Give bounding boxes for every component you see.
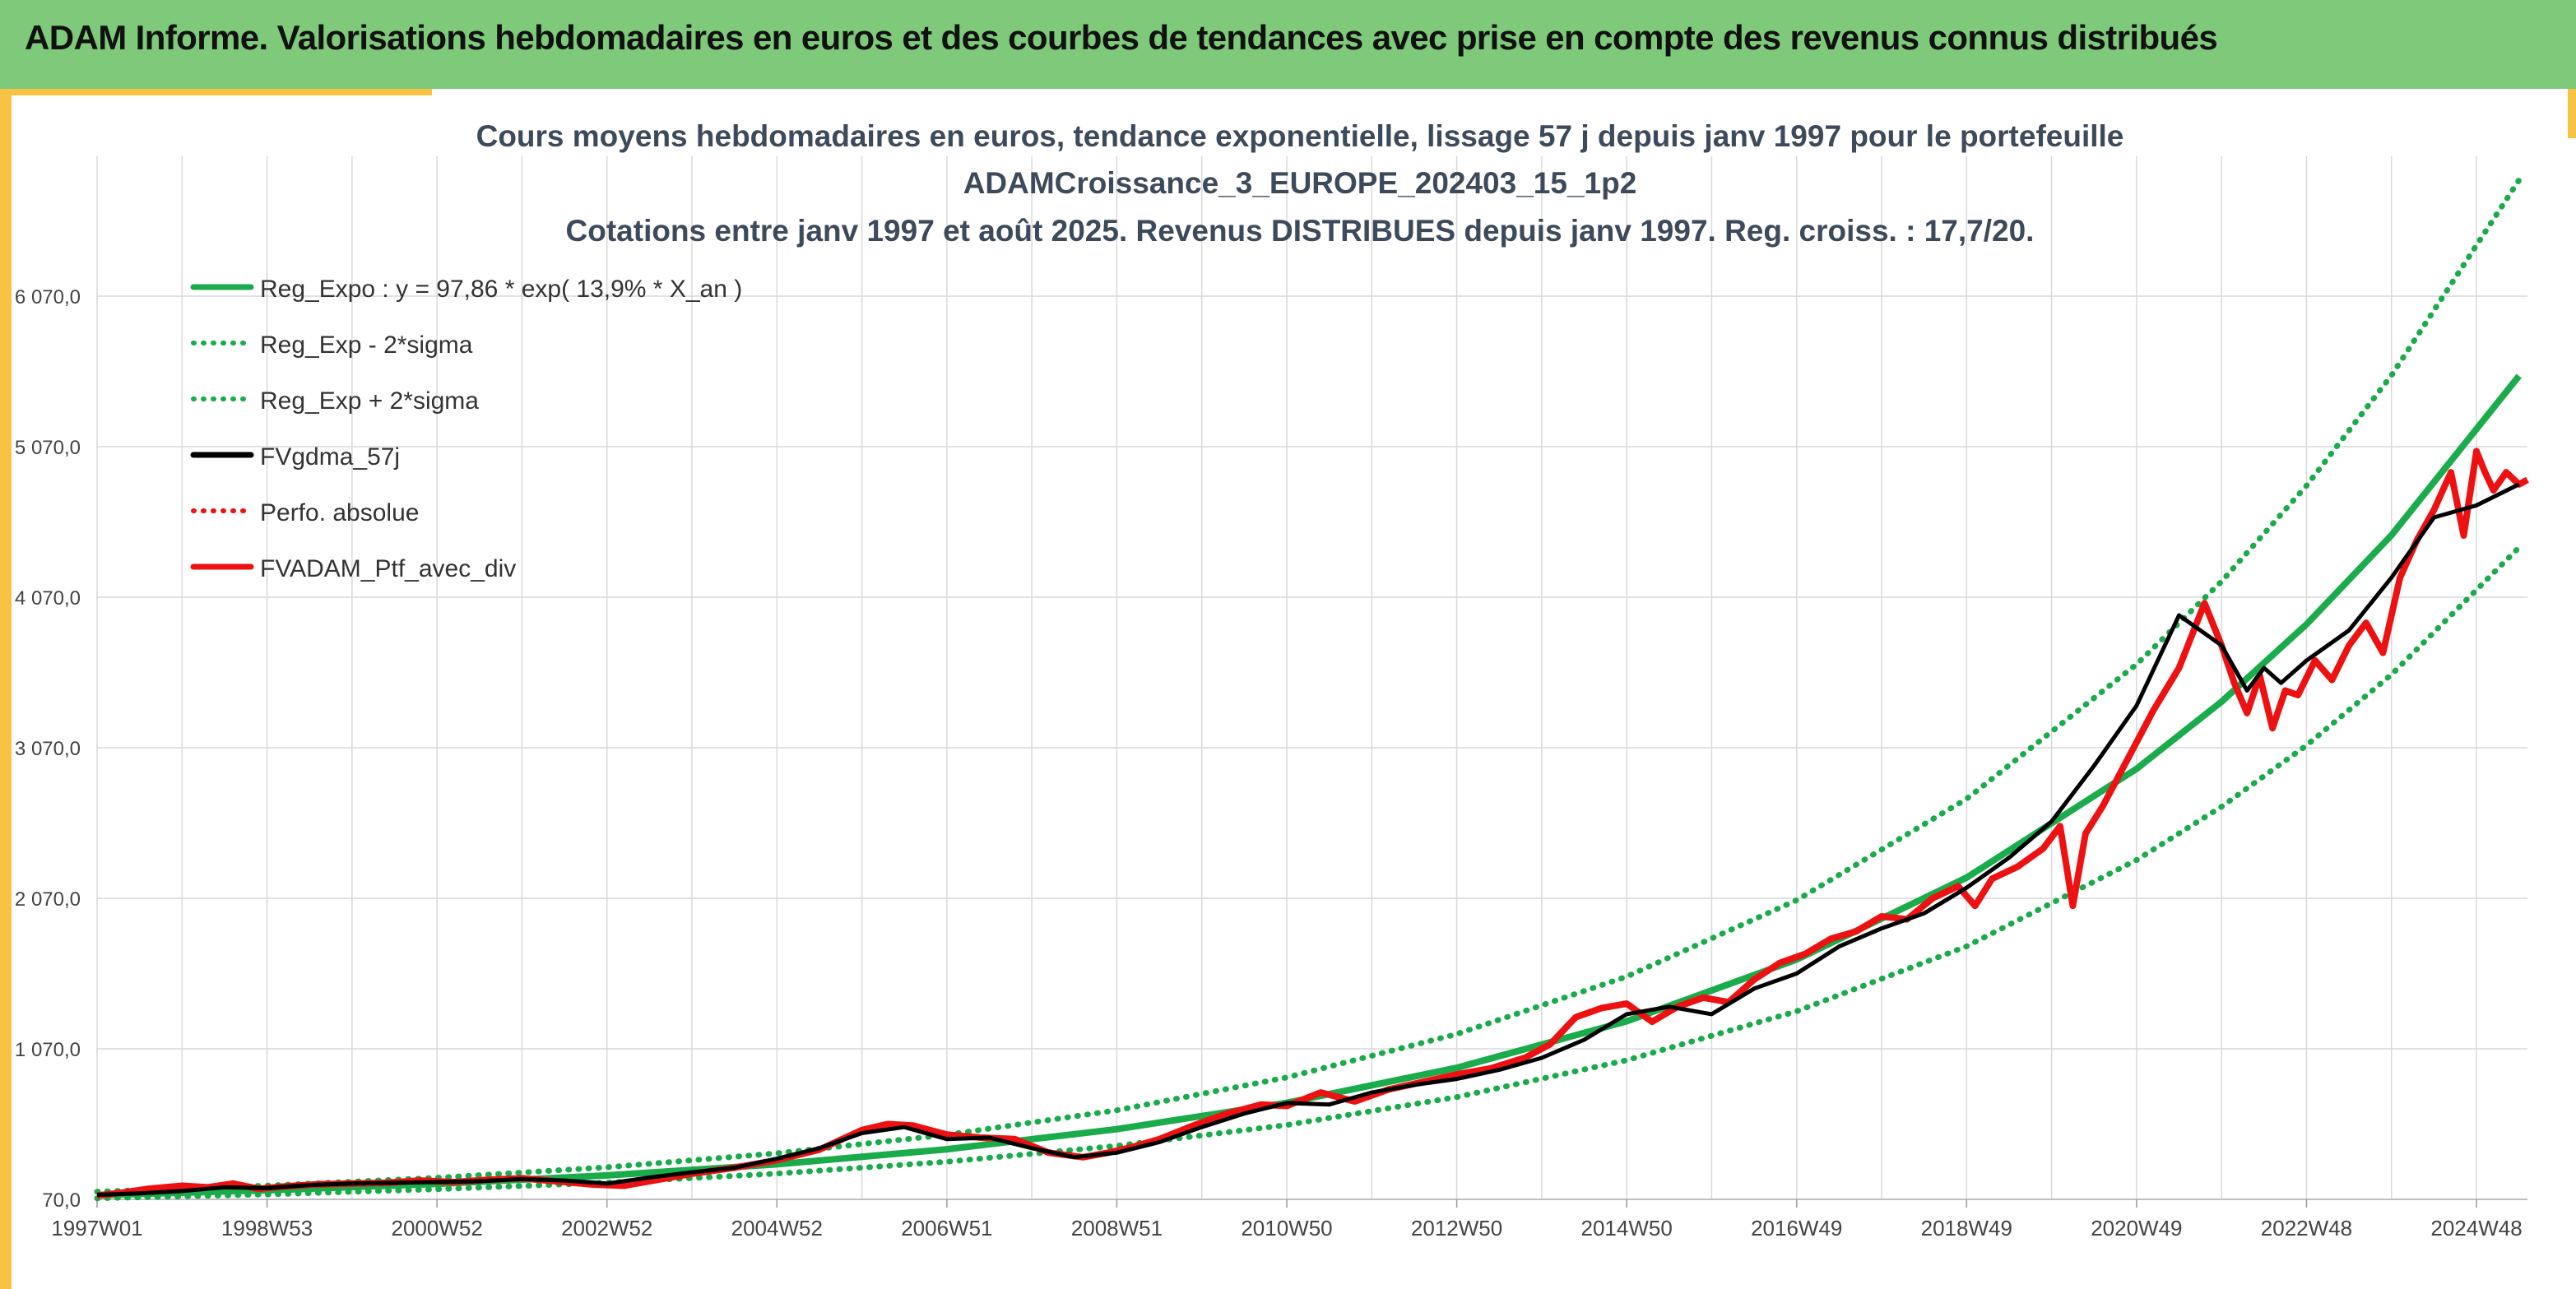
fvgdma-57j-line [96, 482, 2520, 1197]
tick-labels-layer: 70,0 1 070,0 2 070,0 3 070,0 4 070,0 5 070,0 6… [15, 286, 2523, 1240]
x-tick-label: 1998W53 [221, 1216, 313, 1240]
accent-edge-top [0, 89, 432, 95]
reg-expo-series-line [96, 373, 2522, 1199]
chart-title-block: Cours moyens hebdomadaires en euros, ten… [476, 119, 2124, 248]
reg-exp-minus-2sigma-line [94, 545, 2523, 1202]
y-tick-label: 4 070,0 [15, 587, 81, 610]
legend-label: FVADAM_Ptf_avec_div [260, 555, 516, 582]
x-tick-label: 2002W52 [561, 1216, 652, 1240]
axes-layer [96, 1199, 2527, 1208]
grid-layer [96, 156, 2527, 1200]
legend-label: Perfo. absolue [260, 499, 419, 526]
legend-label: FVgdma_57j [260, 443, 400, 471]
report-banner: ADAM Informe. Valorisations hebdomadaire… [0, 0, 2576, 89]
legend-label: Reg_Expo : y = 97,86 * exp( 13,9% * X_an… [260, 276, 742, 303]
x-tick-label: 2014W50 [1581, 1216, 1673, 1240]
legend-label: Reg_Exp + 2*sigma [260, 387, 479, 415]
legend-label: Reg_Exp - 2*sigma [260, 332, 473, 359]
series-layer [94, 177, 2529, 1202]
report-title: ADAM Informe. Valorisations hebdomadaire… [25, 18, 2218, 57]
chart-title-line-3: Cotations entre janv 1997 et août 2025. … [566, 214, 2035, 248]
x-tick-label: 2000W52 [391, 1216, 482, 1240]
reg-exp-plus-2sigma-line [94, 177, 2523, 1195]
x-tick-label: 2008W51 [1071, 1216, 1163, 1240]
x-tick-label: 2006W51 [901, 1216, 992, 1240]
y-tick-label: 2 070,0 [15, 888, 81, 911]
y-tick-label: 70,0 [42, 1189, 81, 1212]
y-tick-label: 1 070,0 [15, 1039, 81, 1061]
y-tick-label: 5 070,0 [15, 437, 81, 459]
x-tick-label: 2022W48 [2261, 1216, 2352, 1240]
y-tick-label: 3 070,0 [15, 738, 81, 760]
y-tick-label: 6 070,0 [15, 286, 81, 308]
x-tick-label: 2018W49 [1921, 1216, 2012, 1240]
x-tick-label: 2024W48 [2430, 1216, 2522, 1240]
x-tick-label: 2012W50 [1411, 1216, 1502, 1240]
x-tick-label: 1997W01 [51, 1216, 142, 1240]
x-tick-label: 2004W52 [731, 1216, 823, 1240]
x-tick-label: 2020W49 [2091, 1216, 2182, 1240]
chart-legend: Reg_Expo : y = 97,86 * exp( 13,9% * X_an… [190, 276, 742, 582]
x-tick-label: 2016W49 [1751, 1216, 1842, 1240]
accent-edge-left [0, 89, 12, 1289]
accent-edge-right [2568, 89, 2576, 138]
chart-title-line-2: ADAMCroissance_3_EUROPE_202403_15_1p2 [963, 166, 1637, 200]
fvgdma-57j-overlay-line [96, 483, 2520, 1196]
chart-title-line-1: Cours moyens hebdomadaires en euros, ten… [476, 119, 2124, 153]
x-tick-label: 2010W50 [1241, 1216, 1332, 1240]
